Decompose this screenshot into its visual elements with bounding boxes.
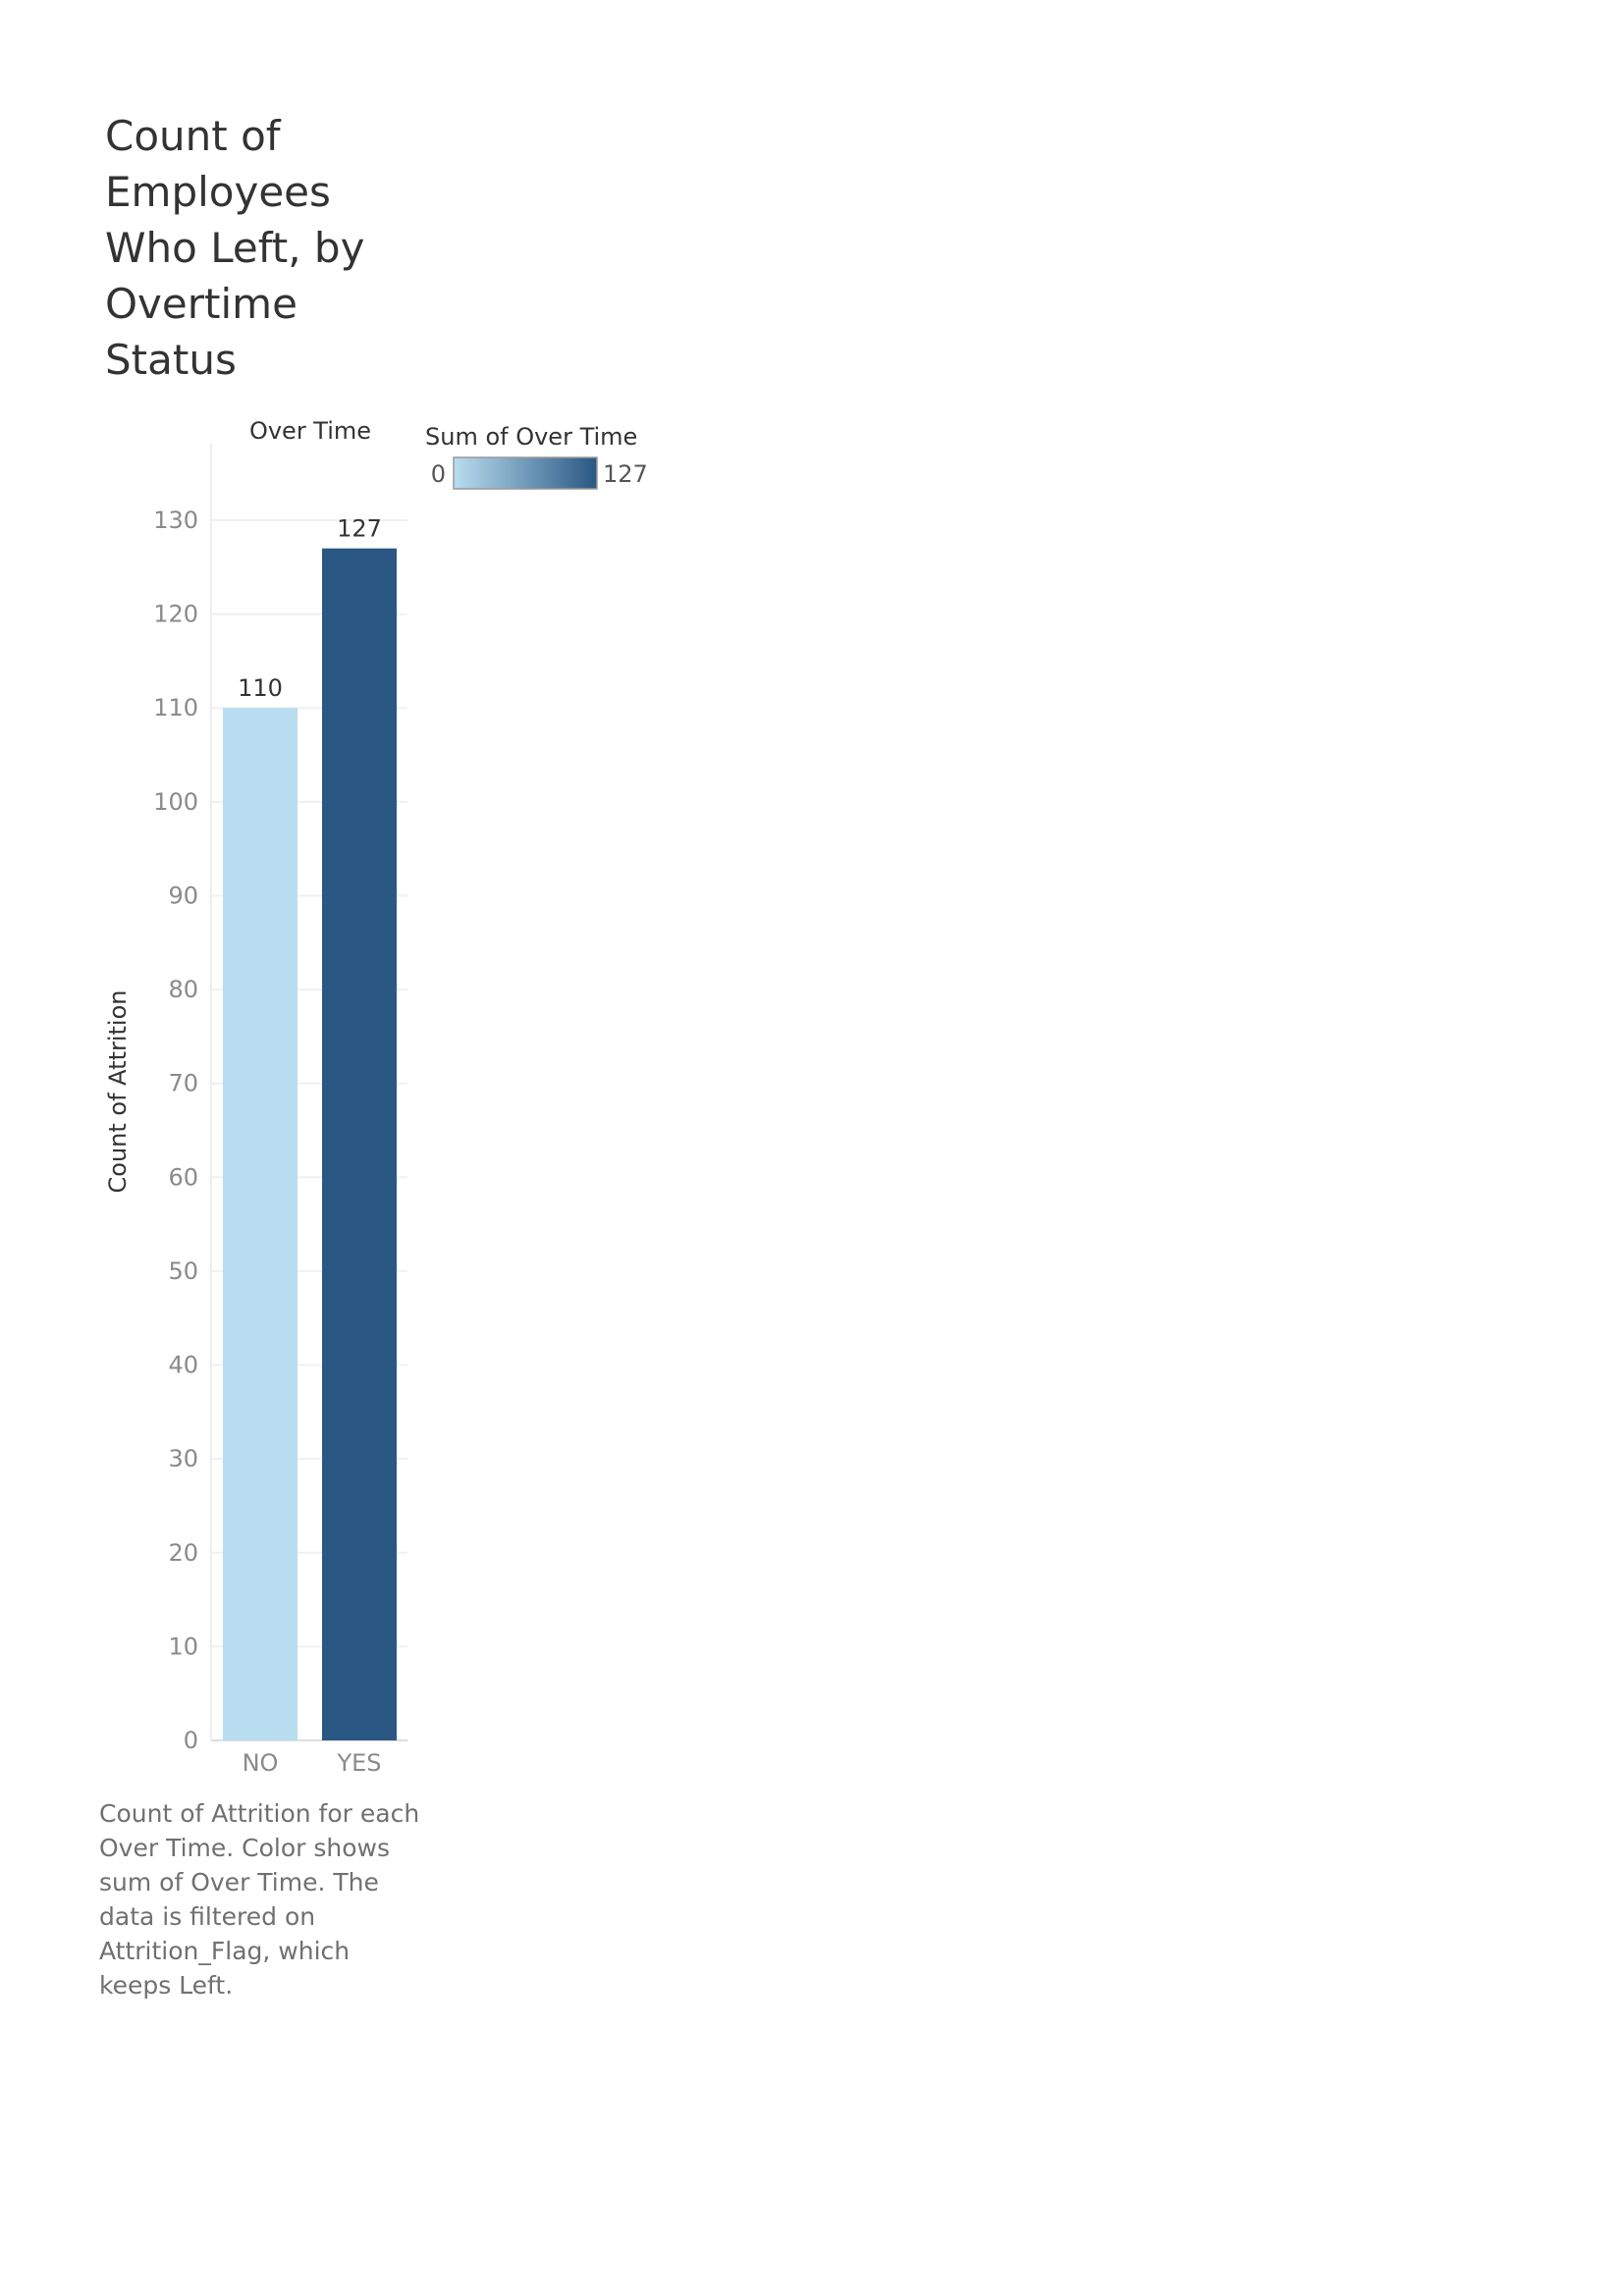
y-tick-label: 110 (153, 694, 198, 721)
y-tick-label: 20 (168, 1539, 198, 1567)
data-label-no: 110 (238, 674, 283, 702)
y-tick-label: 10 (168, 1632, 198, 1660)
legend-min-label: 0 (431, 460, 446, 488)
y-axis: 0 10 20 30 40 50 60 70 80 90 100 110 120 130 NO YES (153, 507, 381, 1777)
y-tick-label: 60 (168, 1163, 198, 1191)
legend-gradient-bar (453, 456, 598, 490)
y-tick-label: 80 (168, 976, 198, 1003)
data-label-yes: 127 (337, 515, 382, 543)
color-legend: Sum of Over Time 0 127 (425, 423, 648, 490)
y-tick-label: 30 (168, 1445, 198, 1472)
y-tick-label: 40 (168, 1352, 198, 1379)
legend-title: Sum of Over Time (425, 423, 637, 451)
y-tick-label: 120 (153, 601, 198, 628)
y-axis-title: Count of Attrition (104, 990, 132, 1194)
chart-caption: Count of Attrition for each Over Time. C… (99, 1799, 420, 2000)
bar-yes[interactable] (322, 548, 397, 1741)
x-tick-label: NO (243, 1749, 279, 1777)
chart-title: Count of Employees Who Left, by Overtime… (105, 112, 365, 384)
bar-no[interactable] (223, 708, 298, 1741)
legend-max-label: 127 (603, 460, 648, 488)
y-tick-label: 0 (184, 1727, 198, 1754)
bars (223, 548, 397, 1741)
y-tick-label: 70 (168, 1070, 198, 1097)
y-tick-label: 100 (153, 788, 198, 816)
y-tick-label: 130 (153, 507, 198, 534)
x-tick-label: YES (336, 1749, 381, 1777)
y-tick-label: 50 (168, 1257, 198, 1285)
column-header: Over Time (249, 417, 371, 445)
y-tick-label: 90 (168, 881, 198, 909)
data-labels: 110 127 (238, 515, 382, 703)
